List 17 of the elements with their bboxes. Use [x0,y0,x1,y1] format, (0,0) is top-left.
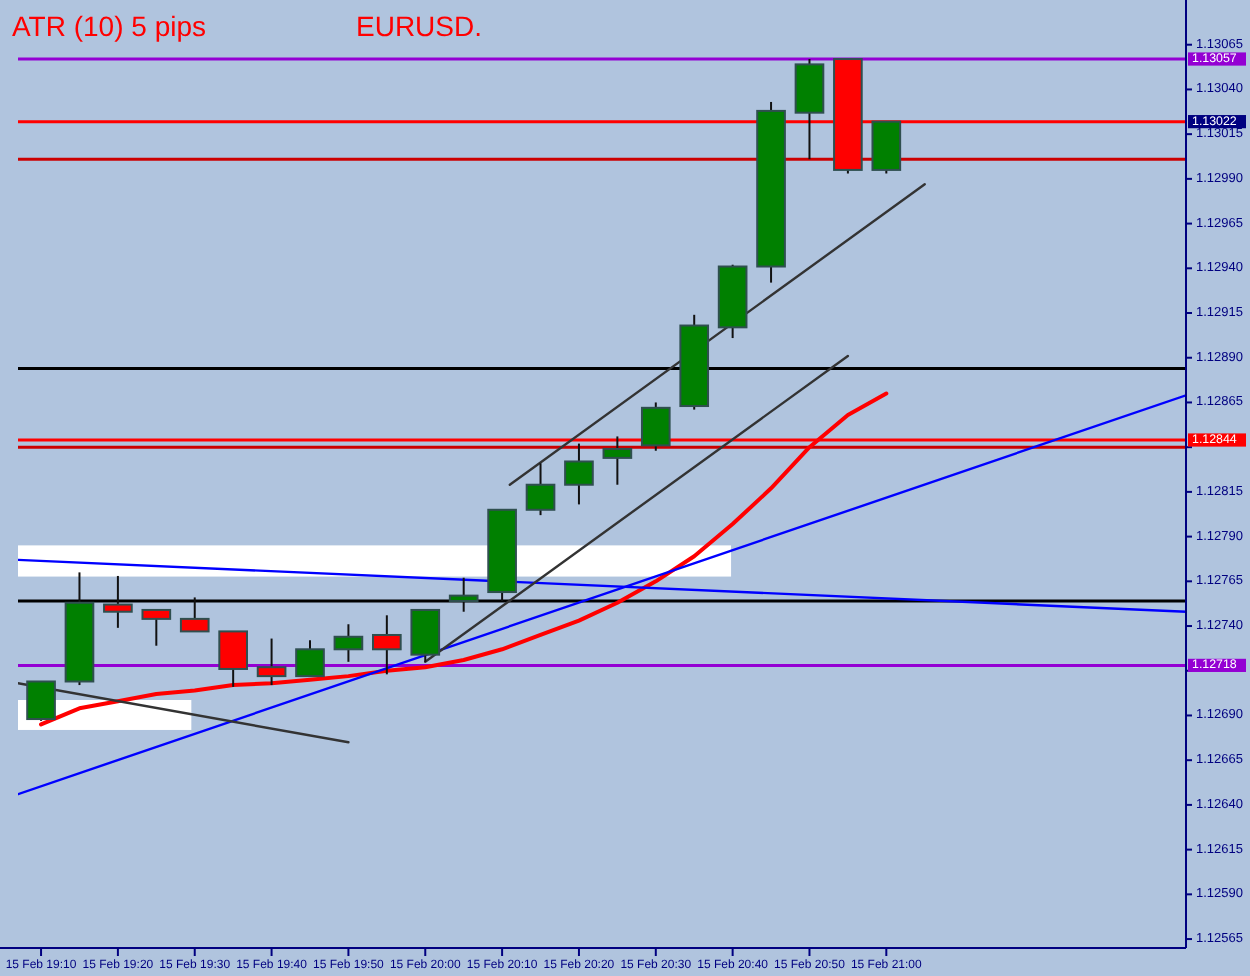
candlestick [26,680,56,722]
candlestick [448,576,479,613]
candlestick [525,462,556,517]
candlestick [372,614,402,676]
annotation: ATR (10) 5 pips [12,10,206,42]
candlestick [333,623,364,663]
candlestick [141,608,172,647]
candlestick [295,639,325,678]
candlestick [640,401,671,452]
chart-title: EURUSD. [356,10,483,42]
candlestick [218,630,248,688]
candlestick [410,608,441,663]
candlestick [564,442,594,506]
candlestick [103,574,133,629]
candlestick [256,637,287,687]
candlestick [602,435,633,486]
candlestick [179,596,210,633]
